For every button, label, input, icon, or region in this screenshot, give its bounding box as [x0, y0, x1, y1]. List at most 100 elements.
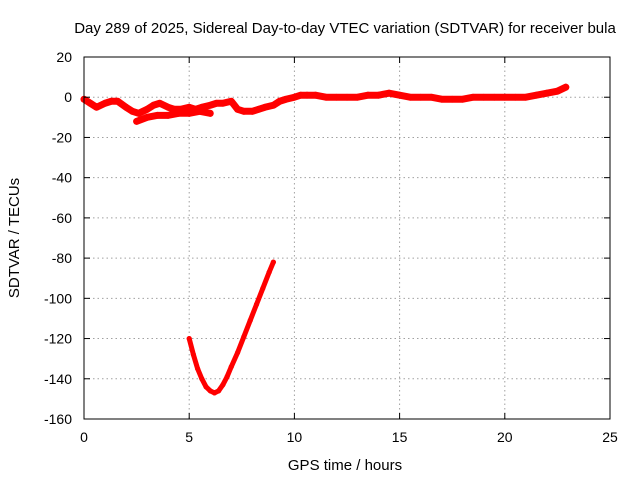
data-point	[211, 390, 218, 396]
data-point	[448, 95, 456, 103]
x-axis-title: GPS time / hours	[288, 457, 402, 474]
data-point	[234, 105, 241, 113]
data-point	[135, 109, 143, 117]
data-point	[228, 364, 234, 370]
data-point	[427, 93, 435, 101]
data-point	[234, 350, 241, 356]
data-point	[143, 105, 151, 113]
data-point	[114, 97, 122, 105]
data-point	[248, 107, 256, 115]
x-tick-label: 10	[287, 429, 303, 445]
data-point	[220, 382, 226, 388]
data-point	[241, 333, 247, 340]
data-point	[240, 107, 248, 115]
x-tick-label: 0	[80, 429, 88, 445]
data-point	[364, 91, 372, 99]
y-tick-label: -160	[44, 411, 72, 427]
data-point	[203, 384, 209, 390]
data-point	[266, 269, 272, 275]
data-point	[219, 99, 227, 107]
data-point	[312, 91, 319, 99]
y-tick-label: -100	[44, 290, 72, 306]
data-point	[511, 93, 519, 101]
data-point	[406, 93, 414, 101]
data-point	[253, 301, 260, 307]
data-point	[196, 107, 204, 115]
data-point	[199, 376, 205, 382]
series-line-3	[186, 259, 276, 396]
data-point	[297, 91, 305, 99]
y-tick-label: 0	[64, 89, 72, 105]
data-point	[206, 109, 214, 117]
data-point	[122, 103, 130, 111]
axis-ticks: 0 5 10 15 20 25 20 0 -20 -40 -60 -80 -100 -120 -140 -16…	[44, 49, 618, 445]
data-series-layer	[80, 83, 570, 396]
x-tick-label: 5	[185, 429, 193, 445]
y-tick-label: 20	[56, 49, 72, 65]
data-point	[93, 103, 101, 111]
x-tick-label: 20	[497, 429, 513, 445]
data-point	[175, 109, 183, 117]
data-point	[501, 93, 509, 101]
data-point	[260, 285, 266, 291]
x-tick-label: 25	[602, 429, 618, 445]
x-tick-label: 15	[392, 429, 408, 445]
data-point	[396, 91, 403, 99]
data-point	[185, 103, 193, 111]
data-point	[154, 111, 162, 119]
data-point	[385, 89, 393, 97]
data-point	[128, 107, 136, 115]
data-point	[133, 117, 141, 125]
data-point	[206, 101, 214, 109]
data-point	[86, 99, 94, 107]
data-point	[282, 95, 290, 103]
y-axis-title: SDTVAR / TECUs	[6, 178, 23, 298]
data-point	[186, 335, 192, 342]
data-point	[227, 97, 235, 105]
data-point	[255, 105, 263, 113]
data-point	[190, 352, 197, 358]
data-point	[150, 101, 157, 109]
data-point	[216, 388, 222, 394]
data-point	[270, 259, 276, 265]
data-point	[543, 89, 551, 97]
data-point	[375, 91, 382, 99]
chart-title: Day 289 of 2025, Sidereal Day-to-day VTE…	[74, 20, 616, 37]
grid-lines	[84, 57, 610, 419]
y-tick-label: -80	[52, 250, 72, 266]
data-point	[417, 93, 425, 101]
data-point	[291, 93, 298, 101]
data-point	[261, 103, 269, 111]
y-tick-label: -120	[44, 331, 72, 347]
y-tick-label: -60	[52, 210, 72, 226]
data-point	[107, 97, 115, 105]
data-point	[213, 99, 220, 107]
data-point	[532, 91, 540, 99]
data-point	[164, 103, 172, 111]
data-point	[469, 93, 477, 101]
data-point	[480, 93, 488, 101]
data-point	[459, 95, 467, 103]
data-point	[224, 374, 230, 380]
data-point	[562, 83, 570, 91]
data-point	[185, 109, 193, 117]
data-point	[303, 91, 311, 99]
data-point	[490, 93, 498, 101]
data-point	[156, 99, 164, 107]
data-point	[554, 87, 561, 95]
y-tick-label: -40	[52, 170, 72, 186]
data-point	[354, 93, 361, 101]
y-tick-label: -140	[44, 371, 72, 387]
data-point	[333, 93, 340, 101]
plot-frame	[83, 56, 611, 420]
data-point	[322, 93, 330, 101]
data-point	[195, 366, 201, 372]
data-point	[101, 99, 109, 107]
y-tick-label: -20	[52, 129, 72, 145]
data-point	[522, 93, 530, 101]
data-point	[343, 93, 351, 101]
data-point	[438, 95, 446, 103]
data-point	[207, 388, 213, 394]
data-point	[247, 317, 253, 324]
data-point	[276, 97, 284, 105]
